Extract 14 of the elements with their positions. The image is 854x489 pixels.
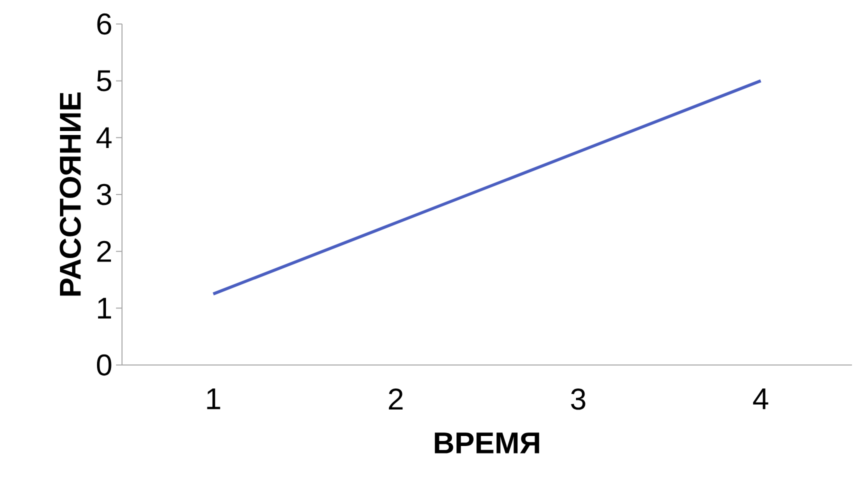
y-tick-label: 3 [96, 184, 112, 206]
y-tick-label: 6 [97, 13, 112, 35]
x-tick-label: 2 [388, 388, 403, 410]
line-series [212, 79, 762, 296]
y-tick-label: 4 [96, 127, 112, 148]
y-tick-label: 1 [98, 298, 112, 318]
x-axis-title: ВРЕМЯ [434, 432, 540, 454]
x-tick-label: 3 [571, 388, 586, 410]
x-tick-label: 4 [753, 388, 768, 410]
x-tick-label: 1 [207, 388, 220, 410]
y-axis-title: РАССТОЯНИЕ [60, 92, 81, 296]
y-tick-label: 2 [97, 240, 111, 262]
y-tick-label: 0 [96, 354, 112, 376]
y-tick-label: 5 [97, 70, 112, 92]
